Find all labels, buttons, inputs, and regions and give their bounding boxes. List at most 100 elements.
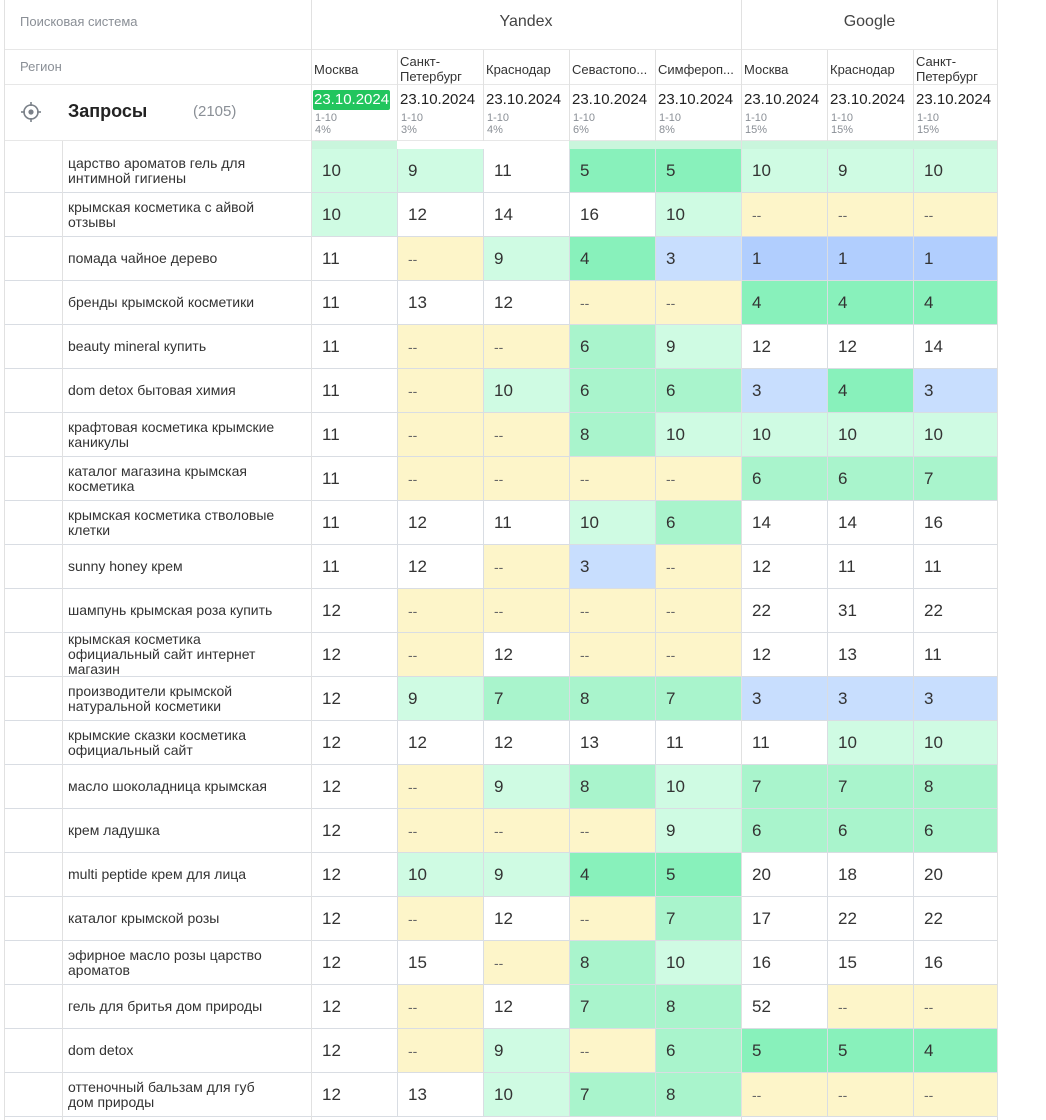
position-cell[interactable]: 3 bbox=[741, 677, 827, 720]
table-row[interactable]: крымская косметика официальный сайт инте… bbox=[4, 632, 998, 677]
position-cell[interactable]: 14 bbox=[827, 501, 913, 544]
date-cell[interactable]: 23.10.2024 1-10 15% bbox=[827, 85, 913, 141]
position-cell[interactable]: 8 bbox=[569, 941, 655, 984]
date-cell[interactable]: 23.10.2024 1-10 3% bbox=[397, 85, 483, 141]
position-cell[interactable]: 12 bbox=[311, 633, 397, 676]
engine-google[interactable]: Google bbox=[843, 13, 896, 30]
position-cell[interactable]: 4 bbox=[569, 853, 655, 896]
position-cell[interactable]: 4 bbox=[827, 281, 913, 324]
position-cell[interactable]: 3 bbox=[913, 369, 998, 412]
position-cell[interactable]: 12 bbox=[741, 545, 827, 588]
position-cell[interactable]: 12 bbox=[311, 721, 397, 764]
position-cell[interactable]: 11 bbox=[311, 281, 397, 324]
position-cell[interactable]: 13 bbox=[397, 1073, 483, 1116]
position-cell[interactable]: 6 bbox=[655, 501, 741, 544]
position-cell[interactable]: 6 bbox=[655, 1029, 741, 1072]
position-cell[interactable]: 9 bbox=[655, 809, 741, 852]
position-cell[interactable]: 16 bbox=[741, 941, 827, 984]
position-cell[interactable]: 11 bbox=[483, 501, 569, 544]
table-row[interactable]: beauty mineral купить 11 -- -- 6 9 12 12 14 bbox=[4, 325, 998, 369]
position-cell[interactable]: 22 bbox=[741, 589, 827, 632]
position-cell[interactable]: 9 bbox=[397, 677, 483, 720]
position-cell[interactable]: 9 bbox=[483, 853, 569, 896]
position-cell[interactable]: 20 bbox=[741, 853, 827, 896]
position-cell[interactable]: 3 bbox=[655, 237, 741, 280]
date-cell[interactable]: 23.10.2024 1-10 15% bbox=[741, 85, 827, 141]
table-row[interactable]: шампунь крымская роза купить 12 -- -- -- -- 22… bbox=[4, 589, 998, 633]
position-cell[interactable]: 6 bbox=[569, 325, 655, 368]
position-cell[interactable]: 8 bbox=[569, 413, 655, 456]
position-cell[interactable]: 3 bbox=[913, 677, 998, 720]
position-cell[interactable]: 10 bbox=[569, 501, 655, 544]
position-cell[interactable]: 10 bbox=[827, 413, 913, 456]
position-cell[interactable]: 11 bbox=[311, 501, 397, 544]
position-cell[interactable]: -- bbox=[397, 985, 483, 1028]
position-cell[interactable]: 8 bbox=[655, 1073, 741, 1116]
position-cell[interactable]: -- bbox=[397, 457, 483, 500]
position-cell[interactable]: 10 bbox=[741, 413, 827, 456]
position-cell[interactable]: 10 bbox=[311, 193, 397, 236]
position-cell[interactable]: 11 bbox=[311, 457, 397, 500]
position-cell[interactable]: 7 bbox=[655, 897, 741, 940]
position-cell[interactable]: -- bbox=[569, 897, 655, 940]
position-cell[interactable]: 4 bbox=[913, 281, 998, 324]
table-row[interactable]: sunny honey крем 11 12 -- 3 -- 12 11 11 bbox=[4, 545, 998, 589]
position-cell[interactable]: -- bbox=[569, 1029, 655, 1072]
position-cell[interactable]: -- bbox=[397, 369, 483, 412]
position-cell[interactable]: 10 bbox=[655, 413, 741, 456]
position-cell[interactable]: 4 bbox=[569, 237, 655, 280]
position-cell[interactable]: 9 bbox=[397, 149, 483, 192]
position-cell[interactable]: 12 bbox=[311, 809, 397, 852]
position-cell[interactable]: -- bbox=[397, 765, 483, 808]
position-cell[interactable]: -- bbox=[397, 633, 483, 676]
position-cell[interactable]: 12 bbox=[311, 677, 397, 720]
position-cell[interactable]: -- bbox=[397, 237, 483, 280]
position-cell[interactable]: 11 bbox=[311, 413, 397, 456]
position-cell[interactable]: 11 bbox=[741, 721, 827, 764]
position-cell[interactable]: 22 bbox=[827, 897, 913, 940]
target-icon[interactable] bbox=[20, 101, 42, 123]
position-cell[interactable]: 11 bbox=[913, 545, 998, 588]
position-cell[interactable]: 12 bbox=[827, 325, 913, 368]
position-cell[interactable]: 12 bbox=[483, 721, 569, 764]
position-cell[interactable]: 10 bbox=[827, 721, 913, 764]
position-cell[interactable]: 4 bbox=[741, 281, 827, 324]
position-cell[interactable]: 10 bbox=[397, 853, 483, 896]
position-cell[interactable]: 11 bbox=[913, 633, 998, 676]
position-cell[interactable]: 11 bbox=[311, 325, 397, 368]
position-cell[interactable]: 12 bbox=[397, 193, 483, 236]
position-cell[interactable]: 10 bbox=[741, 149, 827, 192]
position-cell[interactable]: 12 bbox=[397, 501, 483, 544]
table-row[interactable]: dom detox 12 -- 9 -- 6 5 5 4 bbox=[4, 1029, 998, 1073]
position-cell[interactable]: 14 bbox=[913, 325, 998, 368]
position-cell[interactable]: -- bbox=[397, 413, 483, 456]
position-cell[interactable]: 5 bbox=[655, 149, 741, 192]
table-row[interactable]: каталог крымской розы 12 -- 12 -- 7 17 22 22 bbox=[4, 897, 998, 941]
position-cell[interactable]: -- bbox=[569, 589, 655, 632]
position-cell[interactable]: 17 bbox=[741, 897, 827, 940]
position-cell[interactable]: 11 bbox=[483, 149, 569, 192]
position-cell[interactable]: 13 bbox=[569, 721, 655, 764]
position-cell[interactable]: 3 bbox=[741, 369, 827, 412]
position-cell[interactable]: 22 bbox=[913, 589, 998, 632]
date-cell[interactable]: 23.10.2024 1-10 15% bbox=[913, 85, 998, 141]
position-cell[interactable]: 7 bbox=[913, 457, 998, 500]
position-cell[interactable]: -- bbox=[483, 457, 569, 500]
position-cell[interactable]: 12 bbox=[311, 1029, 397, 1072]
date-cell[interactable]: 23.10.2024 1-10 6% bbox=[569, 85, 655, 141]
position-cell[interactable]: 1 bbox=[827, 237, 913, 280]
table-row[interactable]: помада чайное дерево 11 -- 9 4 3 1 1 1 bbox=[4, 237, 998, 281]
position-cell[interactable]: 7 bbox=[569, 985, 655, 1028]
position-cell[interactable]: 5 bbox=[655, 853, 741, 896]
position-cell[interactable]: 5 bbox=[569, 149, 655, 192]
position-cell[interactable]: 6 bbox=[827, 457, 913, 500]
position-cell[interactable]: -- bbox=[397, 809, 483, 852]
date-cell[interactable]: 23.10.2024 1-10 4% bbox=[483, 85, 569, 141]
position-cell[interactable]: 20 bbox=[913, 853, 998, 896]
table-row[interactable]: dom detox бытовая химия 11 -- 10 6 6 3 4 3 bbox=[4, 369, 998, 413]
position-cell[interactable]: 22 bbox=[913, 897, 998, 940]
table-row[interactable]: бренды крымской косметики 11 13 12 -- -- 4 4 4 bbox=[4, 281, 998, 325]
table-row[interactable]: масло шоколадница крымская 12 -- 9 8 10 7 7 8 bbox=[4, 765, 998, 809]
position-cell[interactable]: -- bbox=[827, 985, 913, 1028]
position-cell[interactable]: 12 bbox=[311, 853, 397, 896]
